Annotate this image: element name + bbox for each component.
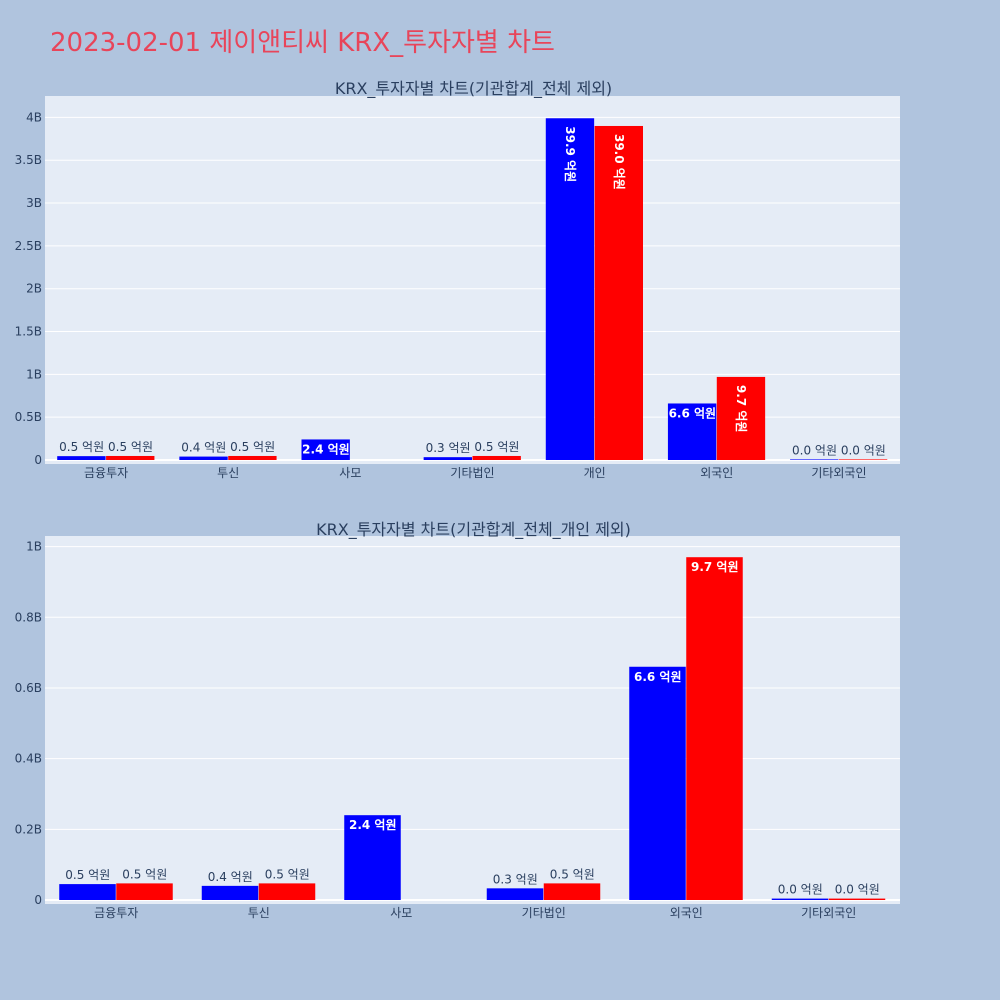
bar: [838, 459, 888, 460]
data-label: 2.4 억원: [349, 818, 397, 832]
y-tick-label: 1.5B: [15, 325, 42, 339]
x-tick-label: 기타법인: [522, 906, 566, 920]
bar: [423, 457, 472, 460]
x-tick-label: 외국인: [670, 906, 703, 920]
data-label: 0.4 억원: [208, 870, 253, 884]
y-tick-label: 2.5B: [15, 239, 42, 253]
y-tick-label: 3B: [26, 196, 42, 210]
bar: [179, 456, 228, 460]
data-label: 0.5 억원: [230, 440, 275, 454]
bar: [472, 455, 521, 460]
data-label: 0.5 억원: [65, 868, 110, 882]
bar: [258, 883, 316, 900]
data-label: 0.0 억원: [778, 883, 823, 897]
data-label: 0.5 억원: [59, 440, 104, 454]
subplot-2: 0 0.2B 0.4B 0.6B 0.8B 1B KRX_투자자별 차트(기관합계_전체_개…: [15, 520, 900, 920]
bar: [629, 666, 686, 900]
data-label: 0.5 억원: [550, 867, 595, 881]
data-label: 0.5 억원: [265, 867, 310, 881]
bar: [106, 455, 155, 460]
bar: [790, 459, 839, 460]
data-label: 0.0 억원: [835, 883, 880, 897]
bar: [486, 888, 544, 900]
bar: [57, 456, 106, 460]
x-tick-label: 금융투자: [94, 906, 138, 920]
data-label: 39.0 억원: [612, 134, 626, 190]
data-label: 0.5 억원: [108, 440, 153, 454]
data-label: 2.4 억원: [302, 442, 350, 456]
bar: [667, 403, 717, 460]
subplot-title: KRX_투자자별 차트(기관합계_전체_개인 제외): [316, 520, 631, 540]
y-tick-label: 1B: [26, 540, 42, 554]
page-title: 2023-02-01 제이앤티씨 KRX_투자자별 차트: [50, 28, 555, 58]
y-tick-label: 3.5B: [15, 153, 42, 167]
y-tick-label: 0.8B: [15, 610, 42, 624]
y-tick-label: 1B: [26, 367, 42, 381]
data-label: 6.6 억원: [634, 670, 682, 684]
data-label: 6.6 억원: [669, 406, 717, 420]
x-tick-label: 기타법인: [450, 466, 494, 480]
y-tick-label: 0.6B: [15, 681, 42, 695]
y-tick-label: 0.5B: [15, 410, 42, 424]
bar: [716, 376, 766, 460]
x-tick-label: 기타외국인: [811, 466, 866, 480]
data-label: 0.4 억원: [181, 441, 226, 455]
data-label: 0.5 억원: [474, 440, 519, 454]
data-label: 9.7 억원: [691, 560, 739, 574]
bar: [545, 118, 595, 460]
plot-background: [45, 96, 900, 464]
bar: [543, 883, 601, 900]
data-label: 0.5 억원: [122, 867, 167, 881]
data-label: 0.3 억원: [493, 872, 538, 886]
x-tick-label: 사모: [390, 906, 412, 920]
y-tick-label: 2B: [26, 282, 42, 296]
data-label: 0.3 억원: [426, 441, 471, 455]
y-tick-label: 0.2B: [15, 822, 42, 836]
bar: [301, 439, 350, 460]
bar: [771, 898, 829, 900]
x-tick-label: 투신: [248, 906, 270, 920]
bar: [828, 898, 886, 900]
subplot-title: KRX_투자자별 차트(기관합계_전체 제외): [335, 79, 612, 99]
y-tick-label: 0: [34, 453, 42, 467]
subplot-1: 0 0.5B 1B 1.5B 2B 2.5B 3B 3.5B 4B KRX_투자자별 차트(기관합…: [15, 79, 900, 480]
x-tick-label: 외국인: [700, 466, 733, 480]
bar: [116, 883, 173, 900]
x-tick-label: 투신: [217, 466, 239, 480]
y-tick-label: 4B: [26, 110, 42, 124]
data-label: 0.0 억원: [792, 443, 837, 457]
bar: [594, 125, 643, 460]
data-label: 9.7 억원: [734, 385, 748, 433]
bar: [59, 884, 116, 900]
bar: [344, 815, 401, 900]
y-tick-label: 0: [34, 893, 42, 907]
y-tick-label: 0.4B: [15, 752, 42, 766]
bar: [228, 455, 277, 460]
x-tick-label: 기타외국인: [801, 906, 856, 920]
data-label: 0.0 억원: [841, 443, 886, 457]
x-tick-label: 사모: [339, 466, 361, 480]
data-label: 39.9 억원: [563, 126, 577, 182]
x-tick-label: 개인: [584, 466, 606, 480]
plot-background: [45, 536, 900, 904]
x-tick-label: 금융투자: [84, 466, 128, 480]
bar: [686, 557, 743, 900]
bar: [201, 885, 259, 900]
